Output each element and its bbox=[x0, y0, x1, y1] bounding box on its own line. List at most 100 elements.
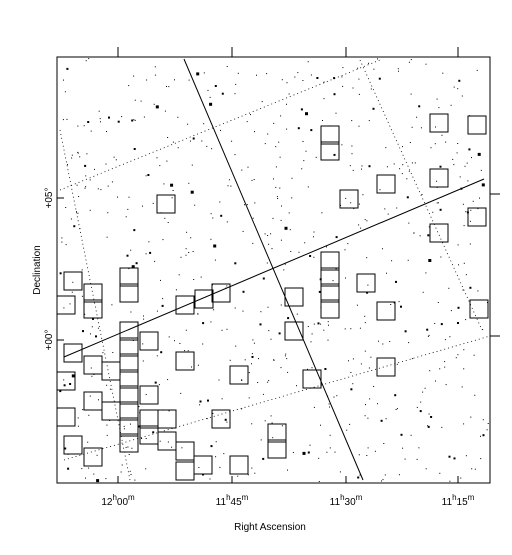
star bbox=[408, 222, 410, 224]
star bbox=[378, 340, 379, 342]
star bbox=[252, 217, 254, 219]
star bbox=[167, 137, 169, 138]
star bbox=[469, 220, 471, 222]
ticks bbox=[57, 47, 500, 483]
star bbox=[474, 468, 476, 470]
star bbox=[71, 291, 73, 293]
star bbox=[127, 446, 129, 448]
star bbox=[223, 453, 225, 455]
star bbox=[241, 380, 243, 381]
star bbox=[105, 478, 107, 480]
star bbox=[251, 467, 253, 469]
star bbox=[117, 196, 118, 198]
star bbox=[436, 180, 438, 182]
star bbox=[96, 479, 100, 483]
star bbox=[377, 58, 378, 60]
field bbox=[119, 417, 139, 437]
h-unit: h bbox=[340, 493, 344, 502]
star bbox=[98, 399, 99, 401]
star bbox=[66, 67, 69, 70]
star bbox=[143, 315, 144, 317]
star bbox=[228, 179, 230, 181]
star bbox=[79, 156, 81, 158]
star bbox=[156, 157, 158, 159]
star bbox=[302, 451, 306, 455]
star bbox=[115, 159, 117, 161]
star bbox=[77, 125, 79, 127]
star bbox=[76, 211, 77, 213]
star bbox=[289, 229, 291, 231]
star bbox=[320, 323, 322, 325]
star bbox=[193, 279, 195, 280]
field bbox=[302, 369, 322, 389]
star bbox=[207, 399, 209, 402]
star bbox=[327, 339, 329, 341]
star bbox=[368, 120, 370, 122]
star bbox=[430, 416, 433, 418]
field bbox=[119, 433, 139, 453]
star bbox=[246, 121, 248, 123]
star bbox=[154, 381, 157, 384]
star bbox=[203, 72, 205, 74]
star bbox=[94, 168, 95, 170]
star bbox=[130, 249, 132, 251]
star bbox=[125, 446, 127, 448]
field bbox=[194, 289, 214, 309]
star bbox=[187, 123, 189, 125]
star bbox=[267, 306, 269, 308]
star bbox=[438, 107, 440, 109]
star bbox=[302, 80, 304, 81]
star bbox=[59, 272, 62, 275]
star bbox=[134, 119, 136, 121]
star bbox=[461, 95, 463, 97]
field bbox=[284, 321, 304, 341]
field bbox=[429, 168, 449, 188]
star bbox=[310, 341, 312, 343]
star bbox=[428, 413, 430, 415]
star bbox=[175, 289, 177, 291]
star bbox=[89, 395, 91, 397]
star bbox=[188, 252, 190, 253]
star bbox=[242, 310, 244, 312]
star bbox=[88, 467, 90, 469]
field bbox=[339, 189, 359, 209]
star bbox=[63, 307, 65, 309]
star bbox=[100, 189, 102, 191]
star bbox=[168, 410, 170, 412]
star bbox=[333, 93, 336, 96]
star bbox=[467, 180, 469, 182]
star bbox=[471, 468, 473, 470]
star bbox=[215, 456, 217, 458]
star bbox=[335, 236, 338, 239]
star bbox=[97, 188, 99, 190]
star bbox=[393, 302, 395, 304]
star bbox=[278, 141, 280, 143]
star bbox=[465, 319, 467, 321]
field bbox=[320, 125, 340, 145]
star bbox=[365, 404, 366, 406]
star bbox=[162, 239, 164, 241]
star bbox=[281, 425, 283, 427]
star bbox=[90, 367, 92, 369]
star bbox=[273, 178, 274, 180]
star bbox=[400, 305, 402, 308]
minutes: 45 bbox=[231, 497, 243, 508]
star bbox=[396, 363, 398, 365]
star bbox=[416, 406, 418, 408]
star bbox=[437, 302, 439, 303]
star bbox=[382, 248, 383, 250]
star bbox=[271, 248, 273, 250]
star bbox=[199, 404, 201, 406]
field bbox=[320, 267, 340, 287]
star bbox=[425, 468, 427, 470]
star bbox=[350, 372, 352, 373]
star bbox=[382, 343, 384, 345]
star bbox=[66, 118, 68, 120]
star bbox=[185, 254, 187, 256]
star bbox=[64, 447, 67, 450]
star bbox=[449, 336, 451, 338]
star bbox=[364, 350, 366, 352]
star bbox=[382, 479, 384, 481]
grid-line bbox=[359, 59, 483, 331]
star bbox=[313, 256, 315, 258]
